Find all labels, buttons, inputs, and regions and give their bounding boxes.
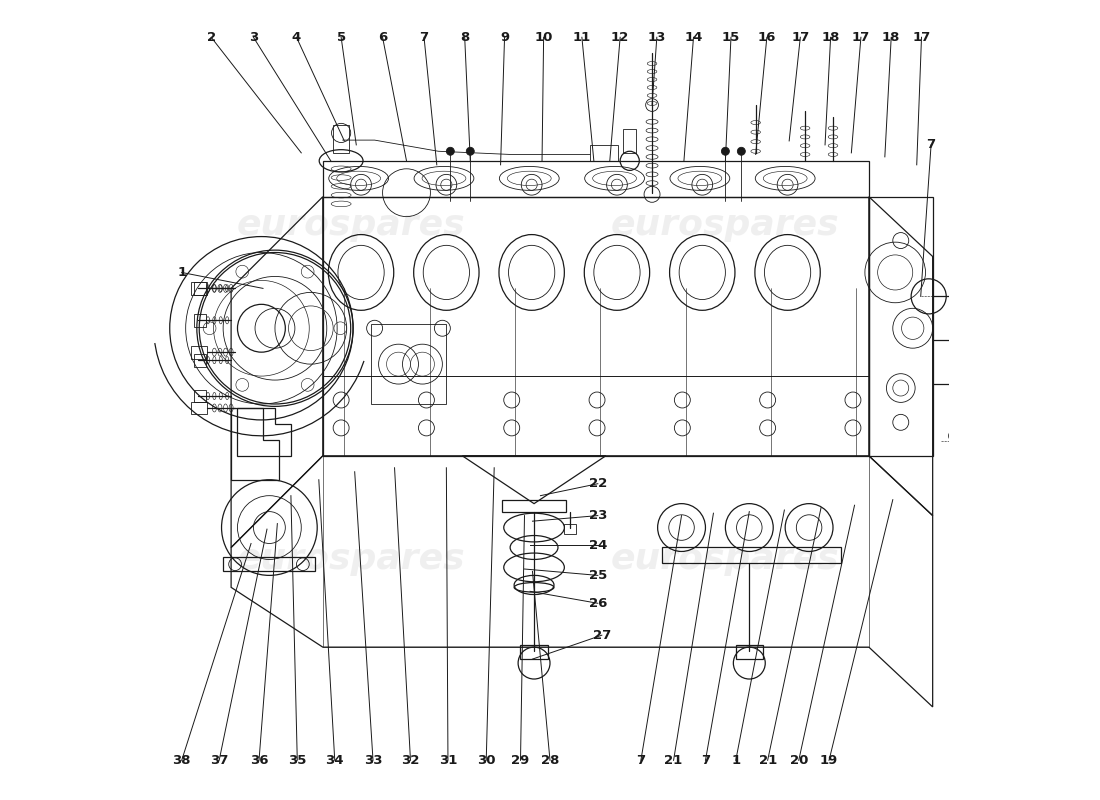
Text: 9: 9 xyxy=(500,30,509,44)
Text: 5: 5 xyxy=(337,30,345,44)
Bar xyxy=(333,125,349,153)
Text: 25: 25 xyxy=(588,569,607,582)
Text: 27: 27 xyxy=(593,629,611,642)
Bar xyxy=(957,291,968,301)
Text: 31: 31 xyxy=(439,754,458,767)
Bar xyxy=(503,500,565,512)
Bar xyxy=(371,324,447,404)
Bar xyxy=(564,524,575,534)
Text: 20: 20 xyxy=(790,754,807,767)
Text: 21: 21 xyxy=(759,754,777,767)
Text: 16: 16 xyxy=(758,30,776,44)
Text: 36: 36 xyxy=(250,754,268,767)
Bar xyxy=(194,354,207,366)
Bar xyxy=(322,197,869,456)
Text: 35: 35 xyxy=(288,754,307,767)
Text: 7: 7 xyxy=(701,754,710,767)
Bar xyxy=(194,314,207,326)
Text: 7: 7 xyxy=(636,754,646,767)
Circle shape xyxy=(722,147,729,155)
Text: 30: 30 xyxy=(477,754,495,767)
Text: 17: 17 xyxy=(791,30,810,44)
Text: 33: 33 xyxy=(364,754,383,767)
Text: 8: 8 xyxy=(460,30,470,44)
Text: 22: 22 xyxy=(588,478,607,490)
Text: 14: 14 xyxy=(684,30,703,44)
Text: eurospares: eurospares xyxy=(612,542,839,577)
Text: eurospares: eurospares xyxy=(236,208,465,242)
Text: 11: 11 xyxy=(573,30,591,44)
Text: 1: 1 xyxy=(732,754,740,767)
Text: 4: 4 xyxy=(292,30,301,44)
Text: 18: 18 xyxy=(822,30,839,44)
Text: 32: 32 xyxy=(402,754,420,767)
Text: 21: 21 xyxy=(664,754,683,767)
Circle shape xyxy=(447,147,454,155)
Bar xyxy=(590,145,618,161)
Bar xyxy=(223,557,315,571)
Circle shape xyxy=(466,147,474,155)
Text: 17: 17 xyxy=(851,30,870,44)
Bar xyxy=(661,547,842,563)
Bar xyxy=(519,645,549,659)
Text: 3: 3 xyxy=(249,30,258,44)
Circle shape xyxy=(737,147,746,155)
Bar xyxy=(957,335,968,345)
Bar xyxy=(194,390,207,402)
Text: 34: 34 xyxy=(326,754,344,767)
Text: 19: 19 xyxy=(820,754,838,767)
Bar xyxy=(957,379,968,389)
Text: 38: 38 xyxy=(173,754,191,767)
Text: 15: 15 xyxy=(722,30,740,44)
Bar xyxy=(191,402,207,414)
Text: eurospares: eurospares xyxy=(612,208,839,242)
Text: 18: 18 xyxy=(882,30,901,44)
Bar xyxy=(194,282,207,294)
Bar xyxy=(322,376,869,456)
Text: 12: 12 xyxy=(610,30,629,44)
Text: eurospares: eurospares xyxy=(236,542,465,577)
Text: 26: 26 xyxy=(588,597,607,610)
Bar xyxy=(624,129,636,153)
Bar xyxy=(191,282,207,294)
Text: 2: 2 xyxy=(207,30,216,44)
Text: 17: 17 xyxy=(912,30,931,44)
Text: 10: 10 xyxy=(535,30,553,44)
Text: 7: 7 xyxy=(926,138,936,151)
Text: 37: 37 xyxy=(210,754,229,767)
Text: 28: 28 xyxy=(541,754,559,767)
Bar xyxy=(736,645,763,659)
Text: 7: 7 xyxy=(419,30,429,44)
Text: 6: 6 xyxy=(378,30,387,44)
Text: 29: 29 xyxy=(512,754,529,767)
Bar xyxy=(191,346,207,358)
Bar xyxy=(869,197,933,456)
Text: 24: 24 xyxy=(588,538,607,551)
Text: 13: 13 xyxy=(648,30,666,44)
Text: 23: 23 xyxy=(588,509,607,522)
Text: 1: 1 xyxy=(177,266,186,279)
